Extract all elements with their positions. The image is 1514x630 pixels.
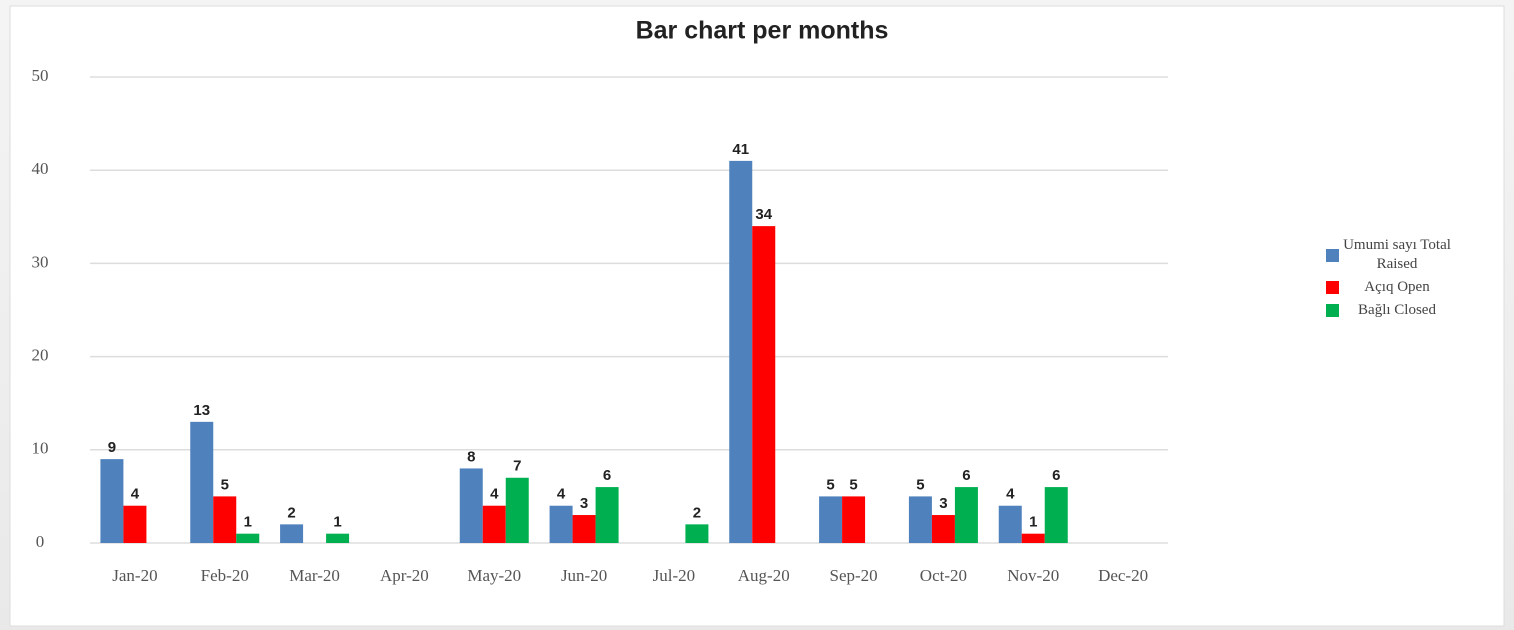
bar <box>190 421 214 543</box>
x-tick-label: Feb-20 <box>201 566 249 585</box>
x-tick-label: Aug-20 <box>738 566 790 585</box>
legend: Umumi sayı Total Raised Açıq Open Bağlı Cl… <box>1326 236 1486 324</box>
bar <box>326 533 350 543</box>
data-label: 9 <box>108 439 116 456</box>
bar <box>998 505 1022 543</box>
bar <box>752 226 776 543</box>
data-label: 7 <box>513 458 521 475</box>
data-label: 4 <box>490 486 499 503</box>
data-label: 6 <box>962 467 970 484</box>
bar <box>459 468 483 543</box>
data-label: 3 <box>939 495 947 512</box>
bar <box>819 496 843 543</box>
bar <box>685 524 709 543</box>
data-label: 4 <box>557 486 566 503</box>
data-label: 6 <box>1052 467 1060 484</box>
data-label: 4 <box>1006 486 1015 503</box>
bar <box>236 533 260 543</box>
bar <box>213 496 237 543</box>
x-tick-label: Mar-20 <box>289 566 340 585</box>
bar <box>505 477 529 543</box>
x-tick-label: Apr-20 <box>380 566 429 585</box>
bar <box>954 487 978 543</box>
bar <box>595 487 619 543</box>
data-label: 13 <box>193 402 210 419</box>
data-label: 5 <box>221 476 229 493</box>
x-tick-label: Sep-20 <box>829 566 877 585</box>
data-label: 5 <box>916 476 924 493</box>
chart-title: Bar chart per months <box>636 17 889 45</box>
legend-item: Bağlı Closed <box>1326 301 1486 320</box>
y-tick-label: 0 <box>36 532 45 551</box>
data-label: 1 <box>1029 514 1037 531</box>
bar <box>908 496 932 543</box>
x-tick-label: Dec-20 <box>1098 566 1148 585</box>
x-tick-label: Nov-20 <box>1007 566 1059 585</box>
bar <box>1044 487 1068 543</box>
legend-label: Umumi sayı Total Raised <box>1343 237 1451 272</box>
bar <box>931 515 955 543</box>
bar <box>482 505 506 543</box>
legend-swatch <box>1326 304 1339 317</box>
data-label: 3 <box>580 495 588 512</box>
bar <box>123 505 147 543</box>
data-label: 6 <box>603 467 611 484</box>
data-label: 41 <box>732 141 749 158</box>
bar <box>729 160 753 543</box>
bar <box>1021 533 1045 543</box>
data-label: 2 <box>693 504 701 521</box>
data-label: 5 <box>849 476 857 493</box>
y-tick-label: 30 <box>32 252 49 271</box>
data-label: 1 <box>333 514 341 531</box>
y-tick-label: 50 <box>32 66 49 85</box>
legend-swatch <box>1326 248 1339 262</box>
legend-item: Umumi sayı Total Raised <box>1326 236 1486 274</box>
bar <box>572 515 596 543</box>
data-label: 5 <box>826 476 834 493</box>
bar <box>549 505 573 543</box>
bar <box>100 459 124 543</box>
bar <box>280 524 304 543</box>
data-label: 8 <box>467 448 475 465</box>
x-tick-label: Jul-20 <box>653 566 696 585</box>
legend-label: Açıq Open <box>1364 279 1430 295</box>
data-label: 4 <box>131 486 140 503</box>
x-tick-label: May-20 <box>467 566 521 585</box>
legend-label: Bağlı Closed <box>1358 302 1436 318</box>
x-tick-label: Jun-20 <box>561 566 607 585</box>
data-label: 1 <box>244 514 252 531</box>
x-tick-label: Oct-20 <box>920 566 967 585</box>
y-tick-label: 10 <box>32 439 49 458</box>
data-label: 2 <box>287 504 295 521</box>
y-tick-label: 40 <box>32 159 49 178</box>
y-tick-label: 20 <box>32 346 49 365</box>
bar <box>842 496 866 543</box>
data-label: 34 <box>755 206 772 223</box>
legend-swatch <box>1326 281 1339 294</box>
legend-item: Açıq Open <box>1326 278 1486 297</box>
x-tick-label: Jan-20 <box>112 566 157 585</box>
